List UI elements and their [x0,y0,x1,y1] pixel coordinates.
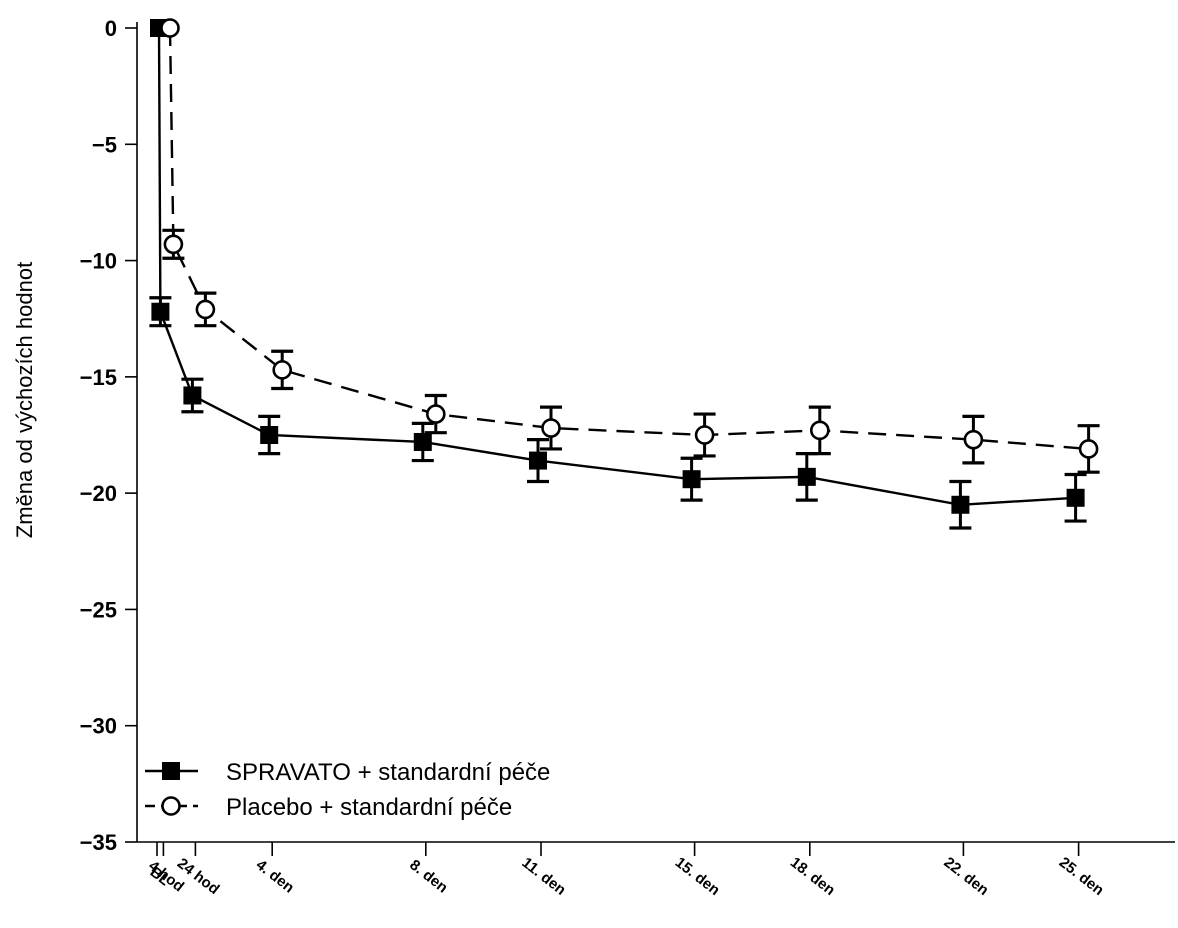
series-line [168,27,1089,451]
x-tick-label: 25. den [1056,854,1107,899]
y-tick-label: −25 [80,597,117,622]
x-tick-label: 18. den [787,854,838,899]
data-point [797,467,816,486]
legend-marker-circle [161,796,181,816]
data-point [272,360,293,380]
y-tick-label: −5 [92,132,117,157]
data-point [160,18,180,38]
legend-marker-square [162,762,180,780]
series-layer [149,18,1100,530]
data-point [413,432,432,451]
data-point [963,429,984,450]
data-point [541,418,561,438]
legend-label: SPRAVATO + standardní péče [226,759,550,786]
y-tick-label: −35 [80,830,117,855]
x-tick-label: 22. den [941,854,992,899]
x-tick-label: 8. den [406,856,451,896]
x-tick-label: 11. den [518,854,569,899]
data-point [682,470,701,489]
data-point [260,426,279,444]
series-placebo [160,18,1100,474]
y-tick-label: −20 [80,481,117,506]
data-point [425,404,446,424]
y-tick-label: −15 [80,365,117,390]
y-tick-label: −10 [80,249,117,274]
data-point [151,302,170,321]
data-point [1066,488,1085,507]
y-tick-label: 0 [105,16,117,41]
x-tick-label: 4. den [253,856,298,896]
y-tick-label: −30 [80,714,117,739]
data-point [951,495,970,514]
data-point [183,386,202,405]
data-point [694,425,715,445]
legend: SPRAVATO + standardní péče Placebo + stan… [145,759,550,821]
data-point [195,299,216,320]
legend-label: Placebo + standardní péče [226,794,512,821]
data-point [163,234,184,255]
data-point [529,451,547,470]
x-tick-label: 15. den [672,854,723,899]
series-line [157,27,1076,506]
y-axis-label: Změna od výchozích hodnot [12,262,37,538]
data-point [809,420,830,441]
data-point [1078,439,1099,459]
series-spravato [149,19,1087,530]
